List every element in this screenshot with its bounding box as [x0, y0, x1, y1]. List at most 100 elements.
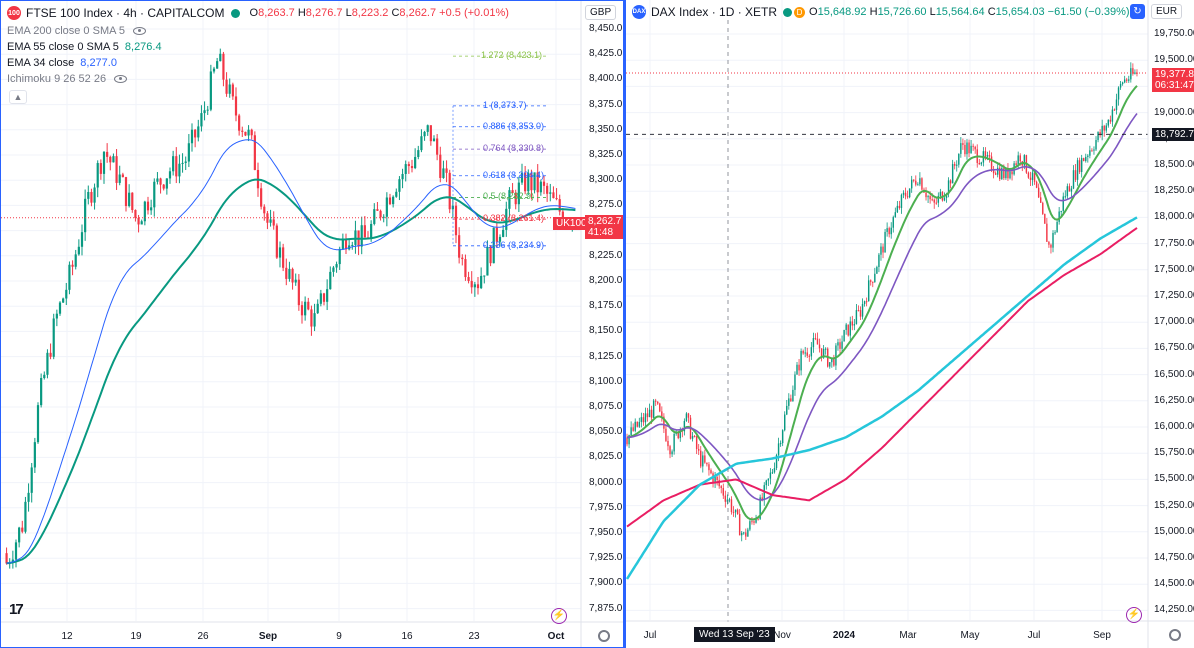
candle-body	[505, 208, 508, 230]
lightning-icon[interactable]: ⚡	[551, 608, 567, 624]
candle-body	[225, 79, 228, 94]
dax-symbol-title[interactable]: DAX Index · 1D · XETR	[651, 5, 778, 19]
candle-body	[722, 488, 724, 496]
candle-body	[495, 227, 498, 242]
ftse-symbol-title[interactable]: FTSE 100 Index · 4h · CAPITALCOM	[26, 6, 225, 20]
candle-body	[710, 470, 712, 474]
candle-body	[90, 191, 93, 203]
candle-body	[679, 429, 681, 439]
candle-body	[212, 68, 216, 72]
indicator-ema200[interactable]: EMA 200 close 0 SMA 5	[7, 25, 147, 37]
candle-body	[867, 280, 870, 302]
candle-body	[1070, 188, 1073, 192]
candle-body	[1107, 119, 1110, 126]
candle-body	[55, 313, 58, 319]
candle-body	[767, 478, 770, 481]
candle-body	[1042, 202, 1044, 214]
candle-body	[966, 142, 968, 155]
candle-body	[759, 497, 761, 519]
lightning-icon[interactable]: ⚡	[1126, 607, 1142, 623]
candle-body	[972, 145, 974, 147]
candle-body	[683, 420, 686, 432]
ftse-bar-countdown: 41:48	[588, 227, 614, 238]
price-tick-label: 19,750.00	[1154, 28, 1194, 39]
candle-body	[738, 514, 741, 536]
price-tick-label: 8,200.0	[589, 275, 623, 286]
candle-body	[238, 115, 241, 131]
candle-body	[919, 178, 921, 185]
dax-price-chart[interactable]	[626, 0, 1194, 648]
price-tick-label: 7,925.0	[589, 552, 623, 564]
candle-body	[1087, 155, 1089, 157]
dax-currency-selector[interactable]: EUR	[1151, 4, 1183, 19]
ftse-chart-pane[interactable]: 100 FTSE 100 Index · 4h · CAPITALCOM O8,…	[0, 0, 624, 648]
candle-body	[1099, 132, 1101, 136]
indicator-ema34[interactable]: EMA 34 close 8,277.0	[7, 57, 117, 69]
ftse-price-chart[interactable]	[1, 1, 624, 648]
hidden-eye-icon[interactable]	[133, 27, 147, 35]
candle-body	[209, 71, 212, 110]
candle-body	[1128, 79, 1130, 81]
candle-body	[648, 409, 651, 418]
candle-body	[373, 209, 376, 224]
candle-body	[974, 146, 976, 150]
settings-gear-icon[interactable]	[598, 630, 610, 642]
ftse-last-price: 8,262.7	[588, 216, 622, 227]
candle-body	[638, 421, 641, 427]
candle-body	[558, 199, 561, 212]
candle-body	[1085, 156, 1087, 161]
settings-gear-icon[interactable]	[1169, 629, 1181, 641]
candle-body	[1044, 213, 1046, 224]
dax-symbol-logo: DAX	[632, 5, 646, 19]
candle-body	[908, 188, 911, 198]
candle-body	[316, 303, 319, 314]
delayed-data-badge[interactable]: D	[794, 6, 806, 18]
candle-body	[726, 499, 729, 502]
indicator-ema200-label: EMA 200 close 0 SMA 5	[7, 25, 126, 37]
indicator-ichimoku[interactable]: Ichimoku 9 26 52 26	[7, 73, 128, 85]
dax-chart-pane[interactable]: DAX DAX Index · 1D · XETR D O15,648.92 H…	[626, 0, 1194, 648]
hidden-eye-icon[interactable]	[114, 75, 128, 83]
time-tick-label: 26	[197, 631, 209, 642]
ftse-currency-selector[interactable]: GBP	[585, 5, 617, 20]
candle-body	[476, 284, 480, 289]
price-tick-label: 7,875.0	[589, 602, 623, 614]
candle-body	[796, 364, 798, 375]
candle-body	[661, 411, 663, 417]
candle-body	[880, 246, 882, 255]
candle-body	[520, 172, 524, 183]
price-tick-label: 17,750.00	[1154, 237, 1194, 249]
ohlc-value: −61.50 (−0.39%)	[1047, 6, 1130, 18]
tradingview-logo[interactable]: 17	[9, 601, 24, 618]
candle-body	[376, 209, 379, 211]
candle-body	[910, 179, 913, 189]
candle-body	[285, 267, 288, 279]
price-tick-label: 8,425.0	[589, 48, 623, 60]
candle-body	[847, 324, 849, 336]
candle-body	[536, 172, 539, 193]
ohlc-value: 15,564.64	[935, 6, 988, 18]
candle-body	[642, 417, 645, 423]
collapse-legend-button[interactable]: ▲	[9, 90, 27, 104]
pane-divider[interactable]	[624, 0, 626, 648]
price-tick-label: 15,750.00	[1154, 447, 1194, 459]
candle-body	[326, 289, 329, 302]
candle-body	[1080, 158, 1083, 172]
market-status-dot	[783, 7, 793, 17]
candle-body	[1074, 170, 1077, 180]
time-tick-label: Oct	[547, 631, 565, 642]
candle-body	[786, 405, 788, 415]
price-tick-label: 18,000.00	[1154, 211, 1194, 223]
candle-body	[849, 321, 851, 336]
dax-crosshair-date-tag: Wed 13 Sep '23	[694, 627, 775, 642]
candle-body	[1056, 221, 1058, 233]
price-tick-label: 14,250.00	[1154, 604, 1194, 616]
candle-body	[1064, 196, 1067, 198]
candle-body	[857, 310, 860, 312]
candle-body	[1115, 99, 1118, 111]
candle-body	[935, 202, 937, 204]
sync-icon[interactable]: ↻	[1130, 4, 1145, 19]
candle-body	[872, 281, 874, 283]
indicator-ema55[interactable]: EMA 55 close 0 SMA 5 8,276.4	[7, 41, 162, 53]
candle-body	[755, 518, 757, 523]
